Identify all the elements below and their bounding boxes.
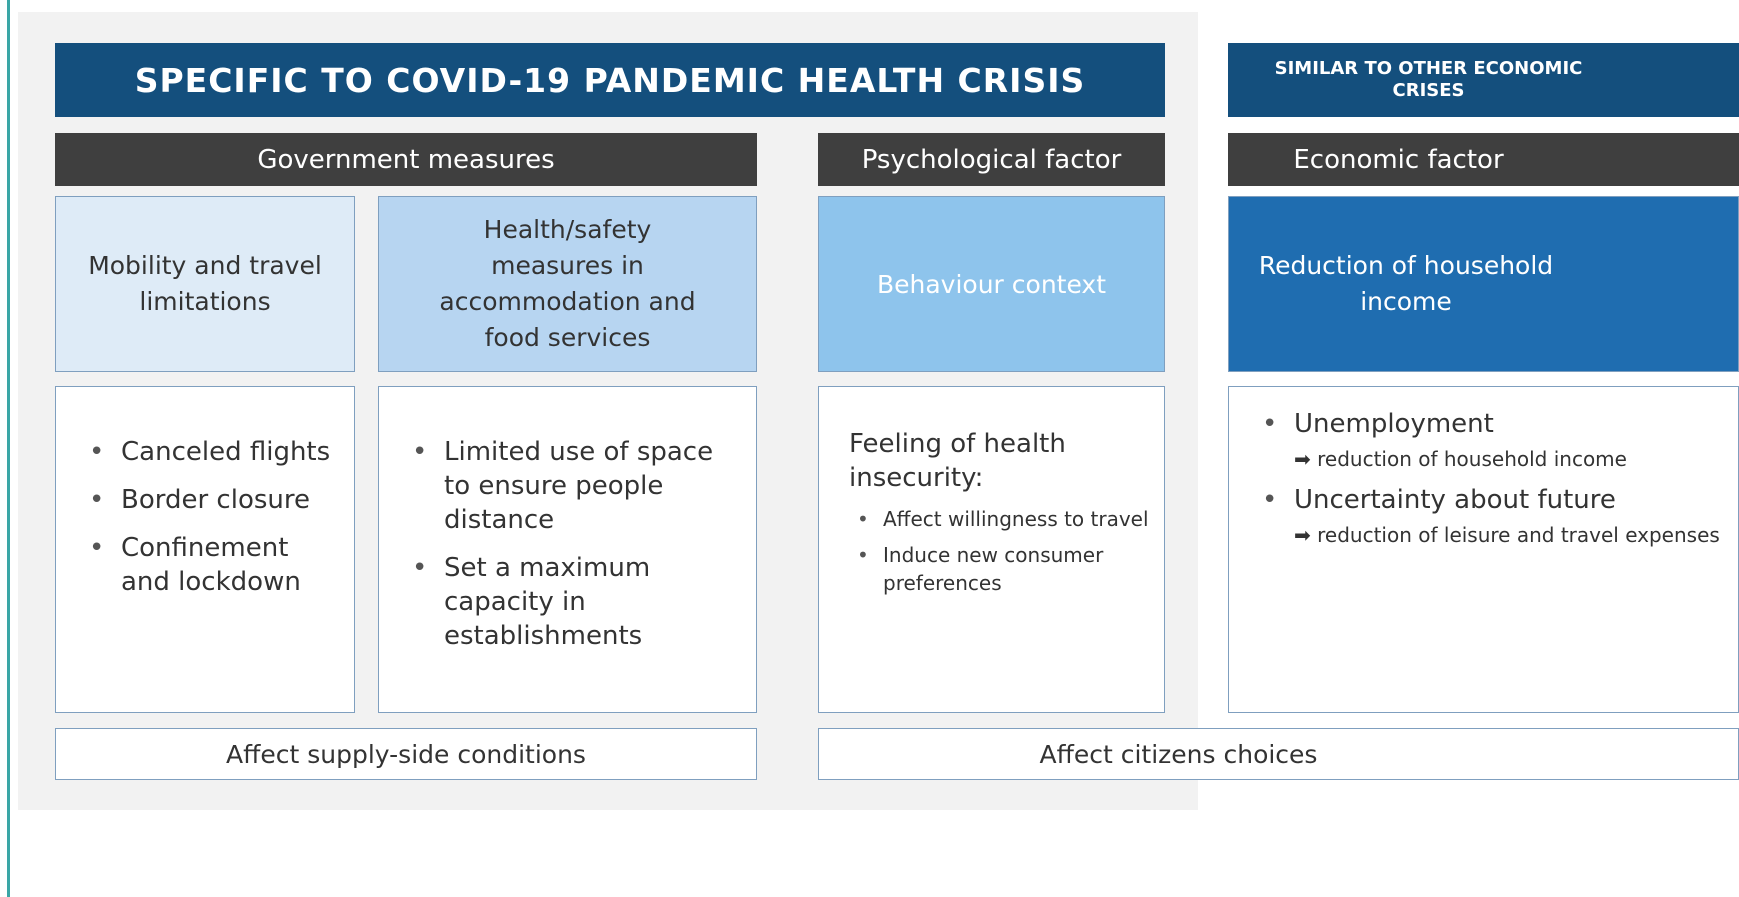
detail-box: Limited use of space to ensure people di…	[378, 386, 757, 713]
lead-text: Feeling of health insecurity:	[849, 429, 1066, 493]
detail-box: Feeling of health insecurity: Affect wil…	[818, 386, 1165, 713]
category-box: Mobility and travel limitations	[55, 196, 355, 372]
edge-line	[7, 0, 10, 897]
side-header: SIMILAR TO OTHER ECONOMIC CRISES	[1228, 43, 1739, 117]
main-header: SPECIFIC TO COVID-19 PANDEMIC HEALTH CRI…	[55, 43, 1165, 117]
group-header: Government measures	[55, 133, 757, 186]
bullet-item: Unemployment reduction of household incom…	[1262, 407, 1728, 473]
category-box: Health/safety measures in accommodation …	[378, 196, 757, 372]
group-header: Psychological factor	[818, 133, 1165, 186]
bullet-text: Uncertainty about future	[1294, 485, 1616, 515]
outcome-box: Affect citizens choices	[818, 728, 1739, 780]
category-box: Reduction of household income	[1228, 196, 1739, 372]
bullet-item: Induce new consumer preferences	[857, 541, 1154, 597]
detail-box: Unemployment reduction of household incom…	[1228, 386, 1739, 713]
effect-text: reduction of household income	[1294, 445, 1728, 473]
bullet-item: Set a maximum capacity in establishments	[412, 551, 746, 653]
outcome-box: Affect supply-side conditions	[55, 728, 757, 780]
group-header: Economic factor	[1228, 133, 1739, 186]
bullet-item: Border closure	[89, 483, 344, 517]
effect-text: reduction of leisure and travel expenses	[1294, 521, 1728, 549]
bullet-item: Uncertainty about future reduction of lei…	[1262, 483, 1728, 549]
detail-box: Canceled flights Border closure Confinemen…	[55, 386, 355, 713]
bullet-item: Affect willingness to travel	[857, 505, 1154, 533]
bullet-item: Confinement and lockdown	[89, 531, 344, 599]
bullet-item: Canceled flights	[89, 435, 344, 469]
bullet-item: Limited use of space to ensure people di…	[412, 435, 746, 537]
bullet-text: Unemployment	[1294, 409, 1494, 439]
category-box: Behaviour context	[818, 196, 1165, 372]
